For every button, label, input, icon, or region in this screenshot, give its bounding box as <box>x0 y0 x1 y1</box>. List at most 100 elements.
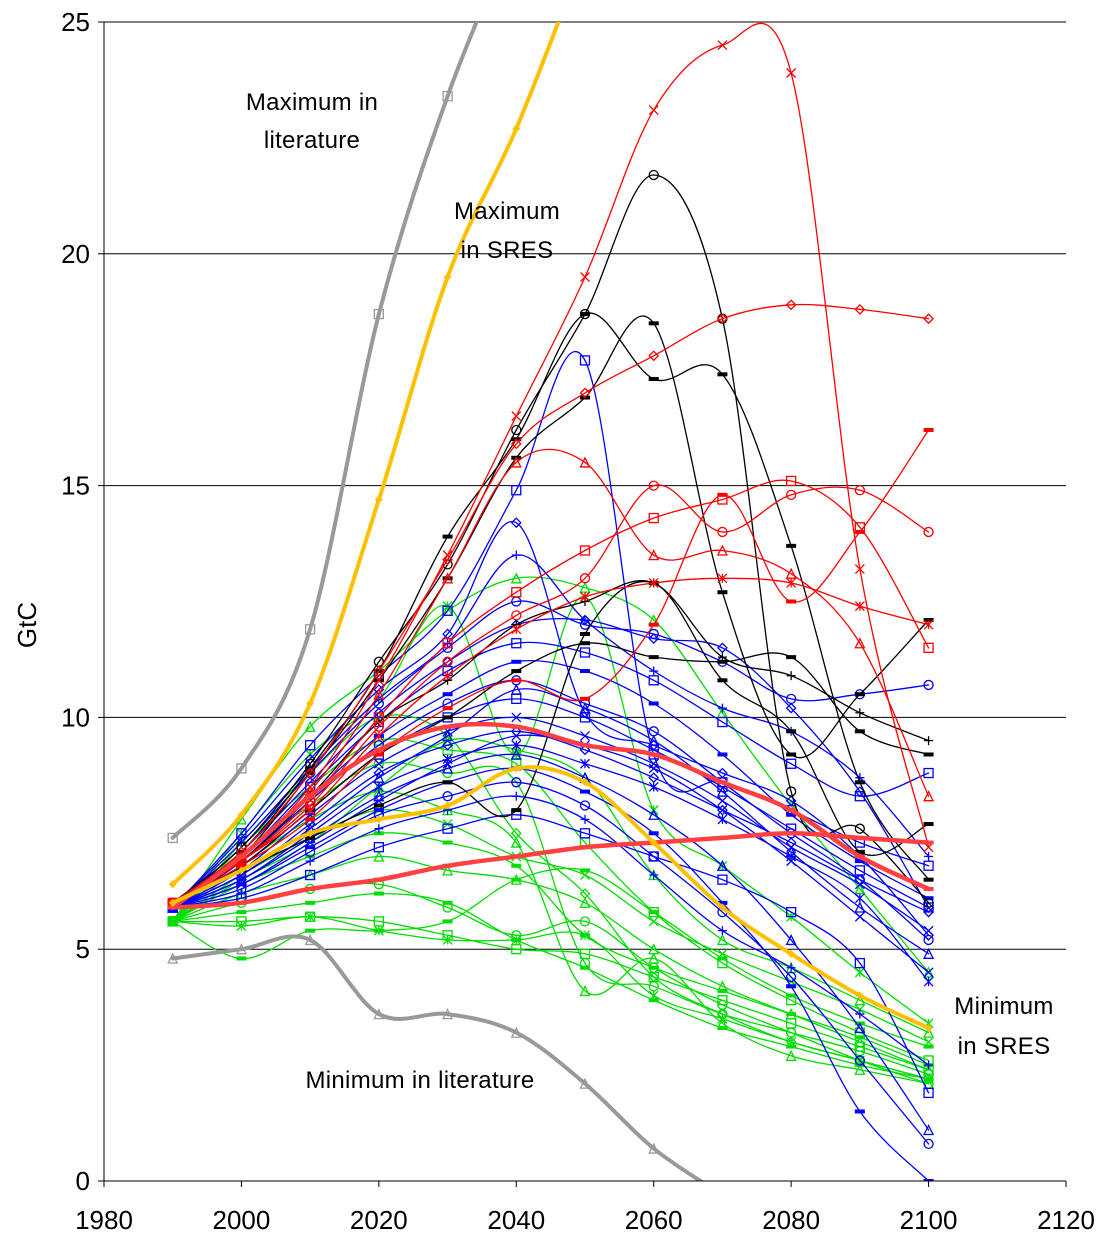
marker-dash <box>717 900 728 905</box>
series-blue-family <box>167 683 935 959</box>
x-tick-label: 2020 <box>350 1205 408 1235</box>
marker-dash <box>786 993 797 998</box>
marker-dash <box>717 659 728 664</box>
marker-diamond <box>787 949 796 958</box>
marker-diamond <box>374 495 383 504</box>
marker-star <box>511 934 522 945</box>
marker-dash <box>923 1044 934 1049</box>
x-tick-label: 2060 <box>625 1205 683 1235</box>
marker-square <box>304 624 316 635</box>
marker-dash <box>648 376 659 381</box>
marker-triangle <box>373 850 385 862</box>
marker-triangle <box>648 1142 660 1154</box>
marker-diamond <box>717 642 728 654</box>
marker-circle <box>785 489 797 501</box>
marker-square <box>442 823 453 834</box>
marker-dash <box>580 696 590 701</box>
marker-x <box>786 856 797 867</box>
marker-diamond <box>648 772 660 784</box>
marker-dash <box>442 534 453 539</box>
marker-triangle <box>235 943 247 955</box>
annotation-text: literature <box>264 127 360 154</box>
marker-square <box>442 605 453 616</box>
marker-triangle <box>648 734 660 746</box>
marker-square <box>579 948 591 959</box>
series-line <box>172 576 930 974</box>
marker-square <box>717 874 728 885</box>
annotation-text: Maximum in <box>246 89 378 116</box>
marker-diamond <box>442 739 453 751</box>
marker-triangle <box>854 1022 866 1034</box>
marker-triangle <box>510 683 522 695</box>
marker-triangle <box>442 864 454 876</box>
annotation-min-sres: Minimum in SRES <box>954 993 1053 1060</box>
marker-triangle <box>854 901 866 913</box>
marker-x <box>854 564 865 575</box>
marker-plus <box>924 1060 934 1070</box>
marker-diamond <box>443 801 452 810</box>
marker-circle <box>854 823 866 834</box>
marker-dash <box>373 803 384 808</box>
marker-triangle <box>716 544 728 556</box>
marker-diamond <box>168 898 177 907</box>
marker-diamond <box>512 124 521 133</box>
marker-triangle <box>442 762 454 774</box>
marker-dash <box>305 794 316 799</box>
series-layer <box>167 22 935 1181</box>
marker-diamond <box>510 438 522 450</box>
marker-dash <box>923 886 934 891</box>
marker-diamond <box>512 764 521 773</box>
y-axis-label: GtC <box>12 602 42 648</box>
series-red-family <box>167 299 934 909</box>
marker-circle <box>579 916 591 927</box>
marker-diamond <box>854 874 866 886</box>
marker-x <box>648 916 659 927</box>
marker-dash <box>786 1044 797 1049</box>
marker-dash <box>442 863 453 868</box>
marker-star <box>442 670 453 681</box>
series-blue-family <box>168 791 934 1070</box>
marker-triangle <box>510 456 522 468</box>
marker-circle <box>923 679 934 691</box>
marker-square <box>579 647 591 658</box>
marker-x <box>717 805 728 816</box>
marker-square <box>511 587 522 598</box>
marker-star <box>580 930 590 941</box>
marker-triangle <box>510 572 522 584</box>
marker-x <box>580 272 590 282</box>
marker-diamond <box>510 517 522 529</box>
series-red-family <box>167 427 934 905</box>
marker-star <box>854 893 865 904</box>
marker-dash <box>511 808 522 813</box>
marker-x <box>373 675 384 686</box>
marker-star <box>717 814 728 825</box>
marker-dash <box>923 877 934 882</box>
x-tick-label: 2100 <box>900 1205 958 1235</box>
marker-dash <box>854 692 865 697</box>
marker-star <box>854 601 865 612</box>
marker-triangle <box>373 688 385 700</box>
marker-dash <box>923 1179 934 1181</box>
marker-square <box>717 716 728 728</box>
marker-dash <box>305 928 316 933</box>
marker-diamond <box>785 702 797 714</box>
marker-dash <box>717 372 728 377</box>
series-red-family <box>167 22 934 908</box>
marker-triangle <box>579 456 591 468</box>
marker-triangle <box>648 943 660 955</box>
marker-diamond <box>785 299 797 311</box>
marker-dash <box>854 1109 865 1114</box>
marker-dash <box>511 669 522 674</box>
marker-circle <box>785 971 797 983</box>
marker-dash <box>648 701 659 706</box>
marker-circle <box>923 1138 934 1150</box>
marker-dash <box>305 835 316 840</box>
marker-triangle <box>579 1077 591 1089</box>
marker-square <box>373 916 385 927</box>
series-line <box>172 688 930 955</box>
marker-dash <box>580 965 590 970</box>
marker-plus <box>855 708 865 718</box>
series-black-family <box>167 169 934 908</box>
marker-diamond <box>923 313 934 325</box>
